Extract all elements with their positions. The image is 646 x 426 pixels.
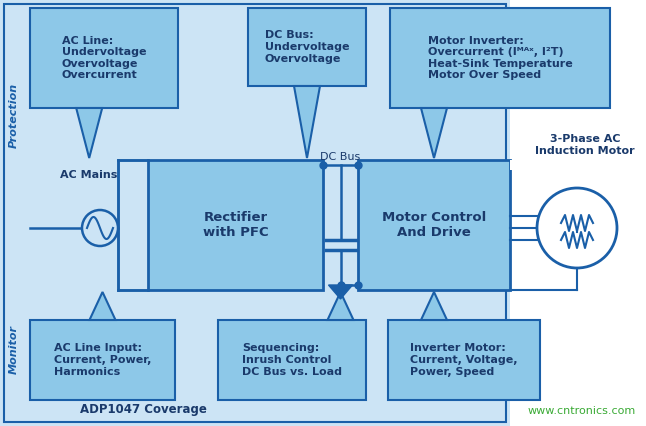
Polygon shape [421,108,447,158]
Text: AC Line Input:
Current, Power,
Harmonics: AC Line Input: Current, Power, Harmonics [54,343,151,377]
Bar [390,8,610,108]
Text: AC Line:
Undervoltage
Overvoltage
Overcurrent: AC Line: Undervoltage Overvoltage Overcu… [62,36,146,81]
Bar [510,0,646,426]
Bar [30,8,178,108]
Text: Inverter Motor:
Current, Voltage,
Power, Speed: Inverter Motor: Current, Voltage, Power,… [410,343,517,377]
Bar [4,4,506,422]
Polygon shape [90,292,116,320]
Text: Motor Control
And Drive: Motor Control And Drive [382,211,486,239]
Text: 3-Phase AC
Induction Motor: 3-Phase AC Induction Motor [535,134,635,156]
Polygon shape [76,108,102,158]
Text: www.cntronics.com: www.cntronics.com [528,406,636,416]
Polygon shape [421,292,447,320]
Bar [248,8,366,86]
Text: ADP1047 Coverage: ADP1047 Coverage [80,403,207,416]
Text: Rectifier
with PFC: Rectifier with PFC [203,211,268,239]
Text: Protection: Protection [9,83,19,147]
Polygon shape [294,86,320,158]
Bar [218,320,366,400]
Bar [510,160,577,170]
Bar [30,320,175,400]
Text: Monitor: Monitor [9,325,19,374]
Text: Sequencing:
Inrush Control
DC Bus vs. Load: Sequencing: Inrush Control DC Bus vs. Lo… [242,343,342,377]
Bar [148,160,323,290]
Polygon shape [328,292,353,320]
Text: Motor Inverter:
Overcurrent (Iᴹᴬˣ, I²T)
Heat-Sink Temperature
Motor Over Speed: Motor Inverter: Overcurrent (Iᴹᴬˣ, I²T) … [428,36,572,81]
Circle shape [82,210,118,246]
Polygon shape [329,285,353,299]
Circle shape [537,188,617,268]
Text: DC Bus: DC Bus [320,152,360,162]
Bar [388,320,540,400]
Text: DC Bus:
Undervoltage
Overvoltage: DC Bus: Undervoltage Overvoltage [265,30,349,63]
Text: AC Mains: AC Mains [60,170,118,180]
Bar [358,160,510,290]
